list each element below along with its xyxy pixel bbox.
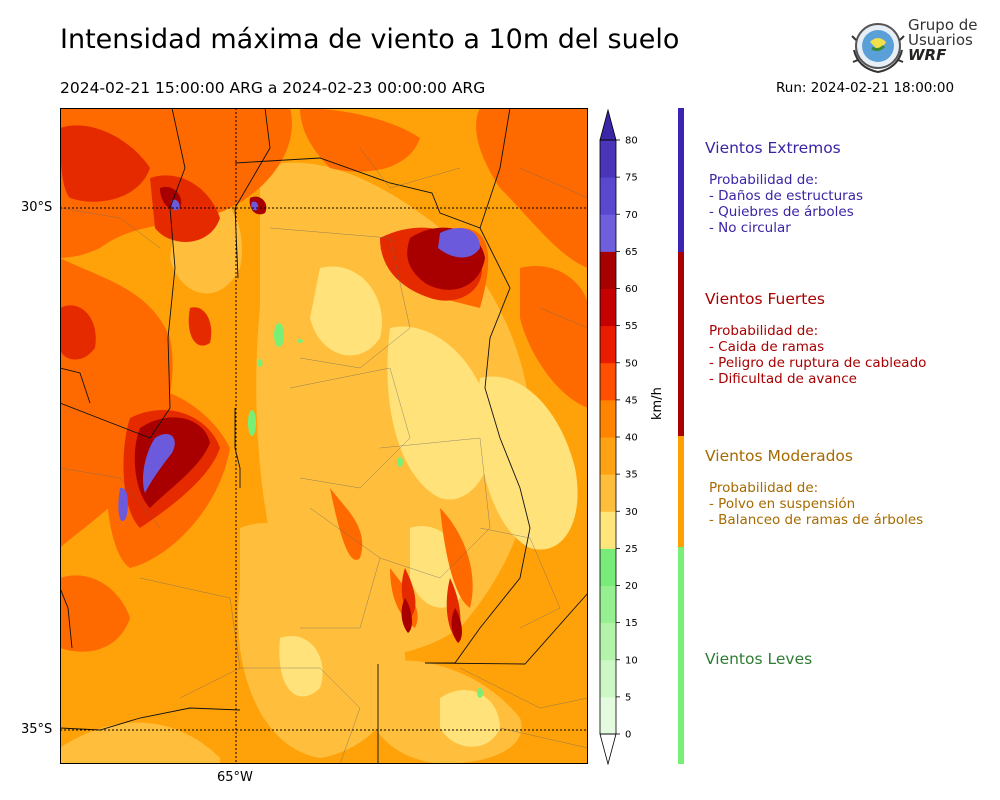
lat-label-35s: 35°S <box>21 722 53 737</box>
colorbar-segment <box>600 177 616 215</box>
colorbar-segment <box>600 696 616 735</box>
colorbar-tick-label: 65 <box>625 247 638 258</box>
colorbar-tick-label: 45 <box>625 395 638 406</box>
colorbar-tick-label: 55 <box>625 321 638 332</box>
colorbar-unit: km/h <box>650 387 665 420</box>
run-timestamp: Run: 2024-02-21 18:00:00 <box>776 80 955 96</box>
zone-purple <box>118 199 480 522</box>
category-line: - Quiebres de árboles <box>709 204 854 220</box>
colorbar-tick-label: 25 <box>625 544 638 555</box>
colorbar-tick-label: 50 <box>625 358 638 369</box>
category-line: Probabilidad de: <box>709 323 819 339</box>
colorbar-tick-label: 5 <box>625 692 631 703</box>
colorbar-tick-label: 30 <box>625 507 638 518</box>
province-borders <box>60 108 588 764</box>
category-title-extreme: Vientos Extremos <box>705 139 841 157</box>
category-line: - Polvo en suspensión <box>709 496 856 512</box>
colorbar-segment <box>600 325 616 364</box>
wind-map <box>60 108 588 764</box>
category-line: - Caida de ramas <box>709 339 825 355</box>
lon-label-65w: 65°W <box>217 770 253 785</box>
category-line: - Peligro de ruptura de cableado <box>709 355 927 371</box>
wrf-logo <box>851 23 905 74</box>
category-title-light: Vientos Leves <box>705 650 813 668</box>
band-extreme <box>678 108 684 252</box>
colorbar-segment <box>600 437 616 475</box>
colorbar-segment <box>600 288 616 327</box>
colorbar-tick-label: 10 <box>625 655 638 666</box>
logo-line-2: Usuarios <box>908 31 973 49</box>
colorbar-tick-label: 75 <box>625 173 638 184</box>
colorbar-tick-label: 15 <box>625 618 638 629</box>
zone-dark-red <box>134 187 485 643</box>
category-title-strong: Vientos Fuertes <box>705 290 825 308</box>
colorbar-tick-label: 20 <box>625 581 638 592</box>
category-line: - Dificultad de avance <box>709 371 857 387</box>
category-line: - Daños de estructuras <box>709 188 864 204</box>
category-line: Probabilidad de: <box>709 480 819 496</box>
colorbar: 0 5 10 15 20 25 30 35 40 45 50 55 60 65 70 75 80 <box>599 108 638 766</box>
colorbar-segment <box>600 474 616 512</box>
colorbar-min-extend <box>599 733 617 766</box>
colorbar-max-extend <box>599 108 617 141</box>
band-moderate <box>678 436 684 547</box>
colorbar-tick-label: 70 <box>625 210 638 221</box>
colorbar-segment <box>600 214 616 252</box>
colorbar-segment <box>600 659 616 698</box>
page-title: Intensidad máxima de viento a 10m del su… <box>60 24 680 55</box>
colorbar-tick-label: 40 <box>625 433 638 444</box>
colorbar-tick-label: 80 <box>625 136 638 147</box>
colorbar-segment <box>600 399 616 438</box>
colorbar-tick-label: 35 <box>625 470 638 481</box>
department-borders <box>60 147 588 764</box>
colorbar-segment <box>600 511 616 549</box>
logo-line-3: WRF <box>908 46 947 64</box>
colorbar-tick-label: 0 <box>625 730 631 741</box>
category-line: - No circular <box>709 220 791 236</box>
logo-line-1: Grupo de <box>908 16 978 34</box>
colorbar-segment <box>600 622 616 661</box>
colorbar-segment <box>600 548 616 586</box>
graticule <box>60 108 588 764</box>
forecast-period: 2024-02-21 15:00:00 ARG a 2024-02-23 00:… <box>60 79 486 97</box>
colorbar-tick-label: 60 <box>625 284 638 295</box>
logo-text: Grupo de Usuarios WRF <box>908 18 978 63</box>
zone-green <box>248 323 483 698</box>
category-line: Probabilidad de: <box>709 172 819 188</box>
category-line: - Balanceo de ramas de árboles <box>709 512 924 528</box>
category-body-strong: Probabilidad de: - Caida de ramas - Peli… <box>709 323 926 387</box>
colorbar-segment <box>600 362 616 401</box>
band-light <box>678 547 684 764</box>
colorbar-segment <box>600 140 616 178</box>
category-body-moderate: Probabilidad de: - Polvo en suspensión -… <box>709 480 923 528</box>
colorbar-segment <box>600 585 616 624</box>
lat-label-30s: 30°S <box>21 200 53 215</box>
band-strong <box>678 252 684 436</box>
category-body-extreme: Probabilidad de: - Daños de estructuras … <box>709 172 863 236</box>
colorbar-segment <box>600 251 616 289</box>
category-title-moderate: Vientos Moderados <box>705 447 853 465</box>
